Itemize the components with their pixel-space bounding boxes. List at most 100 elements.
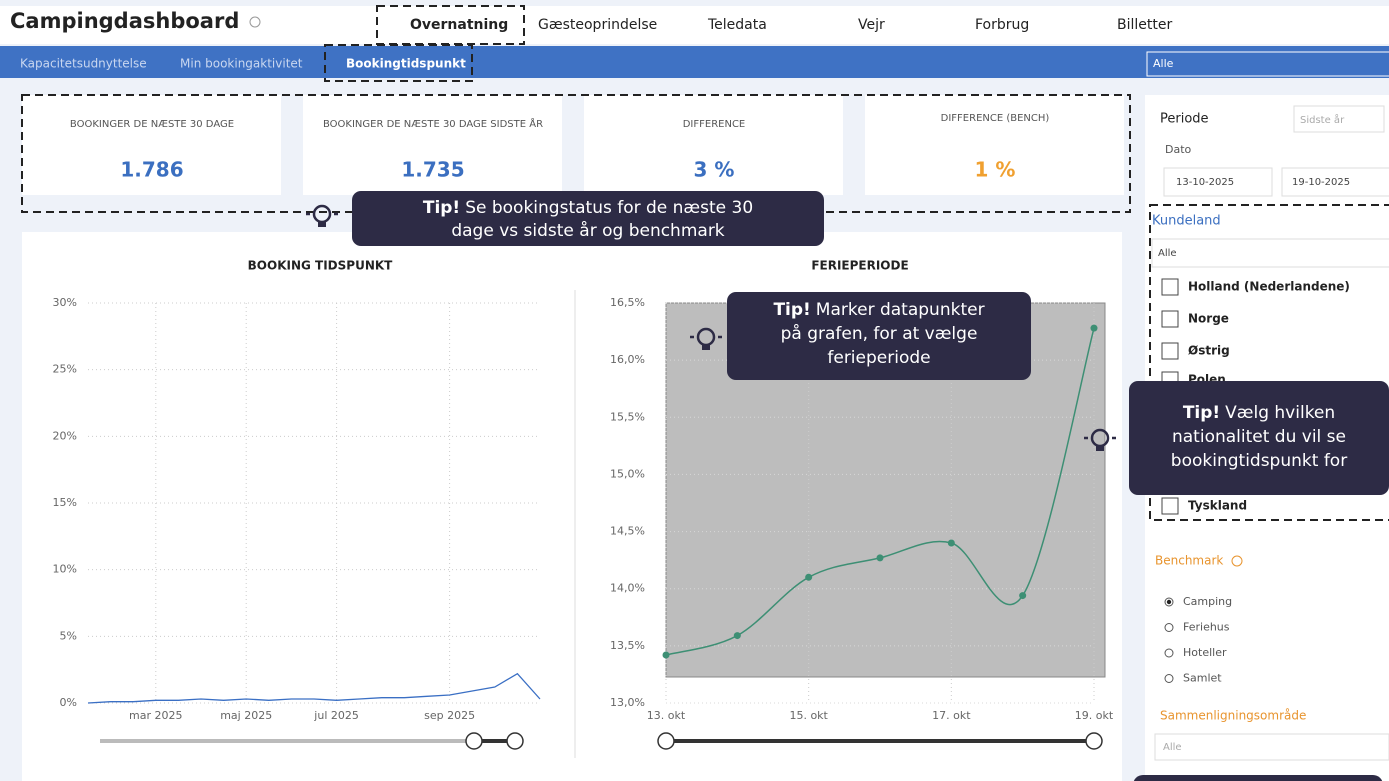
dato-label: Dato [1165, 143, 1192, 156]
radio-label: Samlet [1183, 672, 1222, 685]
y-tick-label: 25% [53, 363, 77, 376]
country: Holland (Nederlandene) [1188, 280, 1350, 294]
nav-item[interactable]: Vejr [858, 17, 885, 33]
date-from: 13-10-2025 [1176, 177, 1234, 188]
nav-item[interactable]: Forbrug [975, 17, 1029, 33]
highlight [1149, 204, 1389, 521]
kundeland-label: Kundeland [1152, 214, 1221, 229]
radio[interactable] [1164, 648, 1174, 658]
tip-bold: Tip! [773, 300, 810, 320]
kpi-value: 1.735 [401, 158, 464, 182]
tip-box [727, 292, 1031, 380]
y-tick-label: 20% [53, 429, 77, 442]
checkbox[interactable] [1161, 342, 1179, 360]
bulb-icon [702, 345, 710, 350]
highlight [376, 5, 525, 45]
tip-box [352, 191, 824, 246]
area-label: Sammenligningsområde [1160, 709, 1306, 723]
nav-item[interactable]: Gæsteoprindelse [538, 17, 657, 33]
tip-text: nationalitet du vil se [1172, 427, 1346, 447]
kpi-card [865, 95, 1124, 195]
y-tick-label: 5% [60, 629, 77, 642]
x-tick-label: 13. okt [647, 709, 686, 722]
tab[interactable]: Kapacitetsudnyttelse [20, 57, 147, 71]
checkbox[interactable] [1161, 278, 1179, 296]
y-tick-label: 15,0% [610, 467, 645, 480]
search-box[interactable] [1151, 238, 1389, 268]
slider-handle[interactable] [506, 732, 524, 750]
radio-dot [1166, 599, 1172, 605]
slider-handle[interactable] [1085, 732, 1103, 750]
tip-text: Tip! Marker datapunkter [773, 300, 984, 320]
kpi-label: BOOKINGER DE NÆSTE 30 DAGE [70, 119, 234, 130]
point[interactable] [876, 554, 884, 562]
slider-handle[interactable] [657, 732, 675, 750]
date-input[interactable] [1281, 167, 1389, 197]
radio[interactable] [1164, 674, 1174, 683]
tip-box [1133, 775, 1383, 781]
date-to: 19-10-2025 [1292, 177, 1350, 188]
checkbox[interactable] [1161, 497, 1179, 515]
y-tick-label: 15% [53, 496, 77, 509]
x-tick-label: 19. okt [1075, 709, 1114, 722]
slider-handle[interactable] [465, 732, 483, 750]
x-tick-label: jul 2025 [313, 709, 359, 722]
kpi-label: DIFFERENCE (BENCH) [941, 113, 1050, 124]
nav-item[interactable]: Billetter [1117, 17, 1172, 33]
tip-line: Marker datapunkter [816, 300, 985, 320]
info-icon [1231, 555, 1243, 567]
country: Tyskland [1188, 499, 1247, 513]
x-tick-label: sep 2025 [424, 709, 475, 722]
chart-title: BOOKING TIDSPUNKT [248, 259, 394, 273]
checkbox[interactable] [1161, 310, 1179, 328]
x-tick-label: 17. okt [932, 709, 971, 722]
periode-label: Periode [1160, 112, 1209, 127]
radio-label: Feriehus [1183, 621, 1230, 634]
x-tick-label: mar 2025 [129, 709, 182, 722]
point[interactable] [733, 632, 741, 640]
tip-text: bookingtidspunkt for [1171, 451, 1347, 471]
highlight [21, 94, 1131, 213]
y-tick-label: 10% [53, 563, 77, 576]
nav-item[interactable]: Teledata [707, 17, 767, 33]
tip-bold: Tip! [1183, 403, 1220, 423]
header-bar [0, 6, 1389, 44]
y-tick-label: 0% [60, 696, 77, 709]
search-value: Alle [1158, 248, 1177, 259]
tip-text: dage vs sidste år og benchmark [451, 220, 724, 241]
y-tick-label: 16,5% [610, 296, 645, 309]
date-input[interactable] [1163, 167, 1273, 197]
tip-line: Vælg hvilken [1225, 403, 1335, 423]
point[interactable] [662, 651, 670, 659]
info-icon [249, 16, 261, 28]
kpi-card [303, 95, 562, 195]
point[interactable] [1090, 324, 1098, 332]
area-value: Alle [1163, 742, 1182, 753]
bulb-icon [318, 222, 326, 227]
point[interactable] [805, 573, 813, 581]
tab[interactable]: Bookingtidspunkt [346, 57, 466, 71]
nav-item[interactable]: Overnatning [410, 17, 508, 33]
tab-filter[interactable] [1146, 51, 1389, 77]
point[interactable] [1019, 592, 1027, 600]
y-tick-label: 16,0% [610, 353, 645, 366]
y-tick-label: 13,5% [610, 639, 645, 652]
y-tick-label: 30% [53, 296, 77, 309]
bulb-icon [1096, 446, 1104, 451]
kpi-value: 1 % [975, 158, 1016, 182]
tab-filter-value: Alle [1153, 57, 1174, 70]
x-tick-label: 15. okt [789, 709, 828, 722]
line [665, 327, 1095, 656]
tab[interactable]: Min bookingaktivitet [180, 57, 303, 71]
line [87, 672, 541, 704]
tip-box [1129, 381, 1389, 495]
radio-label: Camping [1183, 595, 1232, 608]
area-dropdown[interactable] [1154, 733, 1389, 761]
point[interactable] [947, 539, 955, 547]
title: Campingdashboard [10, 9, 239, 33]
periode-dropdown[interactable] [1293, 105, 1385, 133]
radio[interactable] [1164, 623, 1174, 632]
y-tick-label: 14,5% [610, 525, 645, 538]
radio-label: Hoteller [1183, 646, 1227, 659]
